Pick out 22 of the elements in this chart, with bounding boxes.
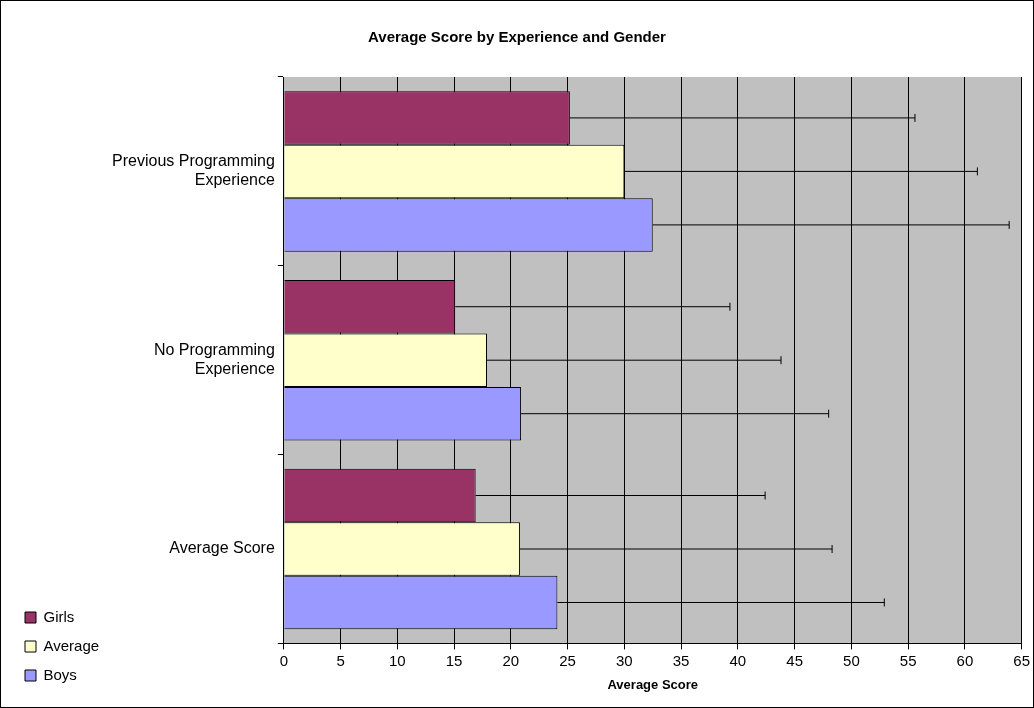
legend-label: Average xyxy=(43,636,100,654)
legend-label: Girls xyxy=(43,607,75,625)
x-tick-label: 10 xyxy=(388,651,406,669)
x-tick-label: 15 xyxy=(445,651,463,669)
x-tick-label: 30 xyxy=(616,651,633,669)
y-tick-label: Average Score xyxy=(169,539,275,557)
x-tick-label: 35 xyxy=(672,651,690,669)
x-tick-label: 55 xyxy=(899,651,917,669)
chart-title: Average Score by Experience and Gender xyxy=(368,28,667,46)
x-tick-label: 40 xyxy=(729,651,747,669)
x-tick-label: 5 xyxy=(336,651,345,669)
legend-label: Boys xyxy=(43,665,77,683)
x-axis-title: Average Score xyxy=(607,676,699,692)
x-tick-label: 65 xyxy=(1013,651,1030,669)
y-tick-label: Previous Programming Experience xyxy=(112,152,275,189)
y-tick-label: No Programming Experience xyxy=(153,341,275,378)
x-tick-label: 20 xyxy=(502,651,520,669)
x-tick-label: 60 xyxy=(956,651,974,669)
x-tick-label: 25 xyxy=(559,651,576,669)
x-tick-label: 45 xyxy=(786,651,803,669)
x-tick-label: 0 xyxy=(279,651,288,669)
x-tick-label: 50 xyxy=(843,651,860,669)
